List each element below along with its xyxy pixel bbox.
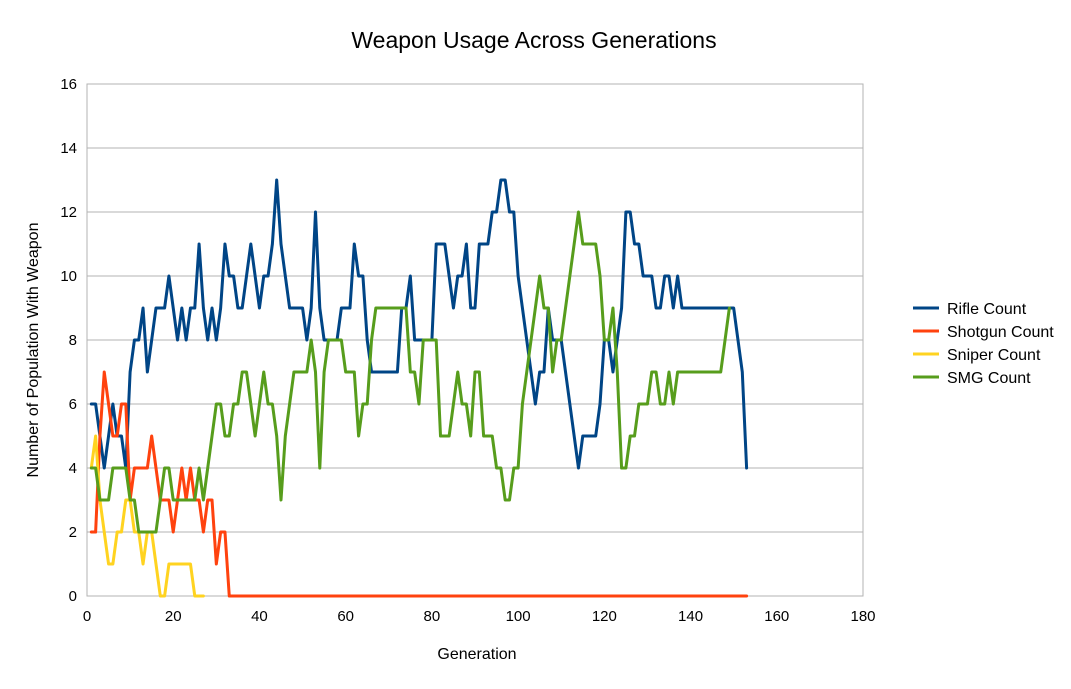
gridlines [87, 83, 863, 597]
x-tick-label: 0 [83, 608, 91, 625]
y-tick-label: 2 [69, 524, 77, 541]
x-tick-label: 160 [764, 608, 789, 625]
x-tick-label: 140 [678, 608, 703, 625]
x-tick-label: 100 [506, 608, 531, 625]
y-tick-label: 10 [60, 268, 77, 285]
chart-title: Weapon Usage Across Generations [351, 27, 716, 53]
y-tick-label: 12 [60, 204, 77, 221]
legend: Rifle Count Shotgun Count Sniper Count SMG … [913, 301, 1054, 387]
y-tick-label: 14 [60, 140, 77, 157]
legend-label-shotgun-count: Shotgun Count [947, 324, 1054, 341]
x-tick-label: 80 [424, 608, 441, 625]
shotgun-count-line [89, 370, 749, 598]
y-tick-label: 16 [60, 76, 77, 93]
y-tick-label: 0 [69, 588, 77, 605]
legend-label-sniper-count: Sniper Count [947, 347, 1041, 364]
legend-label-rifle-count: Rifle Count [947, 301, 1027, 318]
x-tick-label: 120 [592, 608, 617, 625]
y-tick-label: 4 [69, 460, 77, 477]
y-tick-label: 6 [69, 396, 77, 413]
x-tick-label: 60 [337, 608, 354, 625]
x-tick-label: 20 [165, 608, 182, 625]
x-tick-label: 40 [251, 608, 268, 625]
series-lines [89, 178, 749, 598]
x-axis-label: Generation [437, 646, 516, 663]
y-tick-label: 8 [69, 332, 77, 349]
legend-label-smg-count: SMG Count [947, 370, 1031, 387]
x-tick-label: 180 [850, 608, 875, 625]
rifle-count-line [89, 178, 749, 470]
smg-count-line [89, 210, 731, 534]
y-axis-label: Number of Population With Weapon [25, 223, 42, 478]
